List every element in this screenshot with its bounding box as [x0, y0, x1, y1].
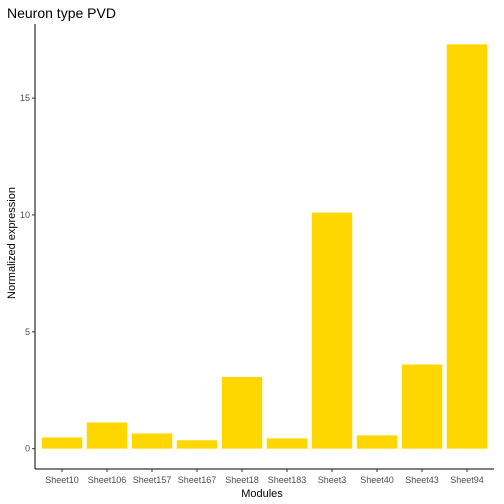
y-tick-label: 10 [20, 210, 30, 220]
y-tick-label: 5 [25, 327, 30, 337]
x-tick-label: Sheet40 [360, 475, 394, 485]
bar-sheet167 [176, 440, 218, 449]
x-tick-label: Sheet18 [225, 475, 259, 485]
x-tick-label: Sheet106 [88, 475, 127, 485]
bar-sheet94 [446, 44, 488, 449]
bar-sheet40 [356, 435, 398, 449]
x-tick-label: Sheet94 [450, 475, 484, 485]
x-tick-label: Sheet157 [133, 475, 172, 485]
bar-sheet157 [131, 433, 173, 449]
y-axis-ticks: 0 5 10 15 [20, 93, 35, 454]
bar-sheet43 [401, 364, 443, 449]
x-tick-label: Sheet167 [178, 475, 217, 485]
bar-sheet18 [221, 376, 263, 449]
chart-title: Neuron type PVD [7, 5, 116, 21]
x-tick-label: Sheet10 [45, 475, 79, 485]
x-tick-label: Sheet43 [405, 475, 439, 485]
bar-sheet106 [86, 422, 128, 449]
y-axis-label: Normalized expression [6, 187, 18, 299]
bars-group [41, 44, 488, 449]
x-tick-label: Sheet183 [268, 475, 307, 485]
y-tick-label: 15 [20, 93, 30, 103]
x-axis-label: Modules [241, 488, 283, 500]
bar-sheet183 [266, 438, 308, 449]
bar-sheet10 [41, 437, 83, 449]
y-tick-label: 0 [25, 444, 30, 454]
bar-sheet3 [311, 212, 353, 449]
x-axis-ticks: Sheet10 Sheet106 Sheet157 Sheet167 Sheet18 Sh… [45, 469, 484, 485]
x-tick-label: Sheet3 [318, 475, 347, 485]
